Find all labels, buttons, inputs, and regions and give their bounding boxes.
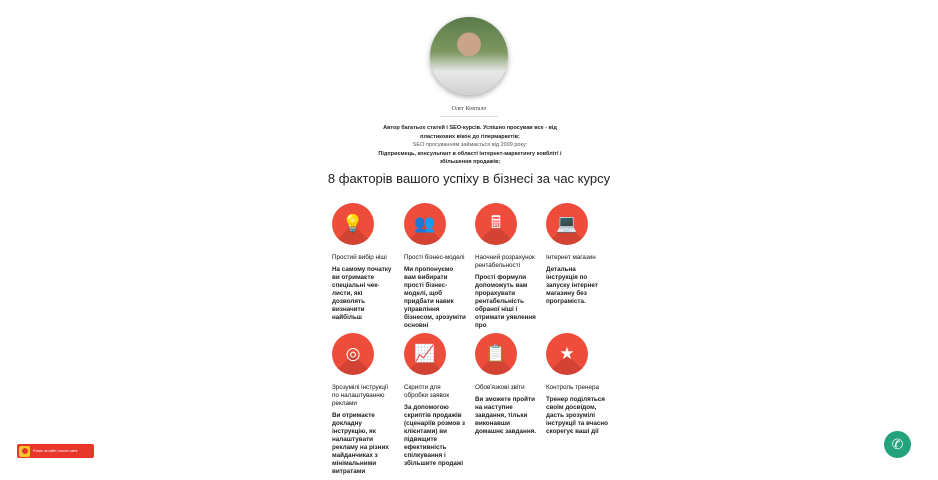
target-icon: ◎ [332, 333, 374, 375]
clipboard-icon: 📋 [475, 333, 517, 375]
chat-widget-button[interactable]: Я вже на сайті, пишіть мені [17, 444, 94, 458]
factor-title: Зрозумілі інструкції по налаштуванню рек… [332, 384, 389, 407]
factor-title: Інтернет магазин [546, 254, 596, 261]
factor-description: Прості формули допоможуть вам прорахуват… [475, 274, 536, 329]
phone-icon: ✆ [891, 436, 904, 452]
factor-description: На самому початку ви отримаєте спеціальн… [332, 266, 392, 321]
chat-widget-label: Я вже на сайті, пишіть мені [33, 449, 78, 453]
factor-card: 🖩 Наочний розрахунок рентабельності Прос… [475, 203, 537, 330]
star-icon: ★ [546, 333, 588, 375]
factor-description: За допомогою скриптів продажів (сценарії… [404, 404, 466, 467]
author-avatar [430, 17, 508, 95]
factor-card: 💻 Інтернет магазин Детальна інструкція п… [546, 203, 608, 306]
section-heading: 8 факторів вашого успіху в бізнесі за ча… [327, 171, 611, 186]
factor-description: Ви зможете пройти на наступне завдання, … [475, 396, 537, 435]
lightbulb-icon: 💡 [332, 203, 374, 245]
factor-title: Наочний розрахунок рентабельності [475, 254, 535, 269]
factor-description: Детальна інструкція по запуску інтернет … [546, 266, 598, 305]
factor-title: Прості бізнес-моделі [404, 254, 465, 261]
calculator-icon: 🖩 [475, 203, 517, 245]
phone-call-button[interactable]: ✆ [884, 431, 911, 458]
factor-title: Контроль тренера [546, 384, 599, 391]
bio-line: Автор багатьох статей і SEO-курсів. Успі… [383, 125, 557, 140]
factor-card: 💡 Простий вибір ніші На самому початку в… [332, 203, 394, 322]
org-chart-icon: 👥 [404, 203, 446, 245]
factor-description: Ми пропонуємо вам вибирати прості бізнес… [404, 266, 466, 329]
bio-line: SEO просуванням займається від 2009 року… [412, 142, 528, 148]
bio-line: Підприємець, консультант в області інтер… [378, 150, 562, 166]
divider [440, 116, 498, 117]
laptop-icon: 💻 [546, 203, 588, 245]
factor-title: Обов'язкові звіти [475, 384, 525, 391]
factor-card: 👥 Прості бізнес-моделі Ми пропонуємо вам… [404, 203, 466, 330]
factor-description: Ви отримаєте докладну інструкцію, як нал… [332, 412, 389, 475]
chat-icon [19, 445, 30, 457]
author-name: Олег Ковтало [451, 106, 487, 112]
factor-title: Скрипти для обробки заявок [404, 384, 450, 399]
factor-description: Тренер поділяться своїм досвідом, дасть … [546, 396, 608, 435]
factor-title: Простий вибір ніші [332, 254, 387, 261]
chart-board-icon: 📈 [404, 333, 446, 375]
factor-card: 📋 Обов'язкові звіти Ви зможете пройти на… [475, 333, 537, 436]
author-bio: Автор багатьох статей і SEO-курсів. Успі… [370, 124, 570, 167]
factor-card: 📈 Скрипти для обробки заявок За допомого… [404, 333, 466, 468]
factor-card: ◎ Зрозумілі інструкції по налаштуванню р… [332, 333, 394, 476]
factor-card: ★ Контроль тренера Тренер поділяться сво… [546, 333, 608, 436]
